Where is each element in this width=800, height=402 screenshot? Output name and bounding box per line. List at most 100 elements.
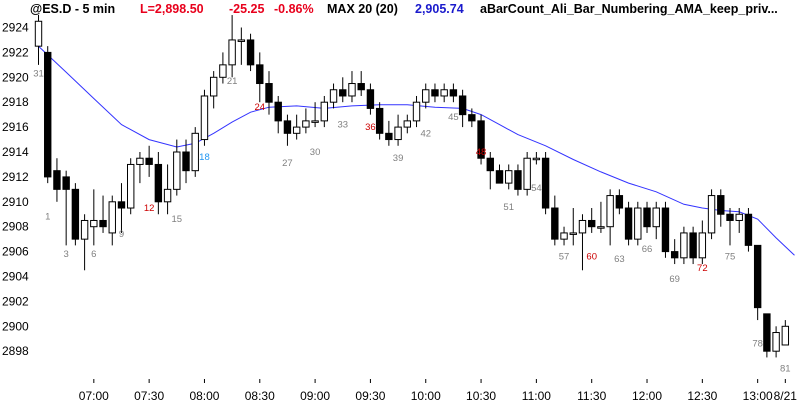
candle-up — [90, 219, 98, 228]
candle-down — [265, 83, 273, 103]
candle-down — [726, 213, 734, 221]
candle-up — [606, 195, 614, 228]
x-tick-label: 11:00 — [522, 389, 551, 402]
candle-down — [588, 219, 596, 228]
candle-up — [680, 232, 688, 259]
y-tick-label: 2904 — [2, 270, 29, 284]
candle-up — [237, 39, 246, 42]
candle-up — [698, 232, 707, 259]
candle-up — [403, 120, 412, 128]
x-tick-label: 07:30 — [134, 389, 164, 402]
y-tick-label: 2900 — [2, 319, 29, 333]
x-tick-label: 13:00 — [743, 389, 773, 402]
bar-number-label: 1 — [45, 212, 50, 223]
candle-up — [597, 226, 605, 229]
candle-up — [209, 76, 218, 97]
candle-up — [311, 120, 319, 123]
candle-down — [117, 201, 126, 209]
bar-number-label: 15 — [172, 214, 183, 225]
bar-number-label: 33 — [337, 120, 348, 131]
x-tick-label: 07:00 — [79, 389, 109, 402]
candle-up — [80, 219, 89, 240]
y-tick-label: 2920 — [2, 70, 29, 84]
bar-number-label: 36 — [365, 122, 376, 133]
candle-down — [624, 207, 633, 240]
candle-up — [108, 201, 116, 234]
candle-down — [357, 83, 365, 91]
x-tick-label: 10:00 — [411, 389, 441, 402]
y-tick-label: 2914 — [2, 145, 29, 159]
candle-up — [136, 157, 144, 165]
candle-down — [514, 170, 522, 190]
y-tick-label: 2916 — [2, 120, 29, 134]
candle-up — [173, 151, 181, 190]
candle-down — [717, 195, 725, 215]
candle-up — [191, 132, 199, 172]
bar-number-label: 75 — [725, 252, 736, 263]
candle-up — [578, 219, 587, 234]
candle-up — [320, 101, 329, 122]
header-ma-value: 2,905.74 — [415, 2, 464, 16]
candle-up — [127, 163, 135, 209]
y-tick-label: 2922 — [2, 45, 29, 59]
x-tick-label: 12:00 — [632, 389, 662, 402]
x-tick-label: 08:30 — [245, 389, 275, 402]
candle-down — [763, 313, 771, 352]
bar-number-label: 30 — [310, 147, 321, 158]
y-tick-label: 2906 — [2, 245, 29, 259]
candle-down — [182, 151, 190, 172]
x-tick-label: 09:00 — [300, 389, 330, 402]
candle-down — [366, 89, 375, 109]
x-tick-label: 08:00 — [189, 389, 219, 402]
header-change-pct: -0.86% — [274, 2, 314, 16]
candle-down — [449, 89, 458, 97]
candle-down — [615, 195, 624, 209]
candle-up — [569, 232, 577, 235]
y-tick-label: 2918 — [2, 95, 29, 109]
candle-up — [560, 232, 568, 240]
candle-up — [348, 83, 356, 97]
candle-up — [735, 213, 743, 221]
header-change: -25.25 — [229, 2, 264, 16]
candle-up — [440, 89, 448, 97]
bar-number-label: 42 — [420, 128, 431, 139]
candle-up — [302, 120, 310, 128]
x-tick-label: 12:30 — [687, 389, 717, 402]
candle-down — [246, 39, 255, 66]
bar-number-label: 51 — [503, 202, 514, 213]
y-tick-label: 2910 — [2, 195, 29, 209]
bar-number-label: 57 — [559, 252, 570, 263]
y-tick-label: 2924 — [2, 21, 29, 35]
candle-up — [394, 126, 402, 141]
bar-number-label: 31 — [33, 69, 44, 80]
candle-up — [707, 195, 716, 234]
candle-down — [458, 95, 467, 116]
y-tick-label: 2908 — [2, 220, 29, 234]
x-tick-label: 8/21 — [774, 389, 798, 402]
candle-up — [523, 157, 531, 190]
bar-number-label: 3 — [64, 249, 69, 260]
bar-number-label: 78 — [752, 339, 763, 350]
candle-down — [477, 120, 485, 159]
candle-down — [339, 89, 347, 97]
header-ma-label: MAX 20 (20) — [327, 2, 398, 16]
candle-down — [753, 244, 762, 309]
moving-average-line — [38, 45, 795, 256]
candle-down — [53, 170, 61, 190]
candle-up — [292, 126, 301, 134]
bar-number-label: 6 — [91, 249, 96, 260]
candle-up — [219, 64, 227, 78]
candle-down — [62, 176, 70, 190]
candle-down — [541, 157, 550, 209]
bar-number-label: 45 — [448, 112, 459, 123]
bar-number-label: 27 — [282, 158, 293, 169]
candle-down — [274, 101, 282, 122]
candle-up — [200, 95, 209, 141]
candle-down — [431, 89, 439, 97]
candle-down — [670, 251, 679, 259]
candle-down — [486, 157, 494, 172]
bar-number-label: 12 — [144, 203, 155, 214]
candle-down — [468, 114, 476, 122]
candle-down — [99, 219, 107, 228]
